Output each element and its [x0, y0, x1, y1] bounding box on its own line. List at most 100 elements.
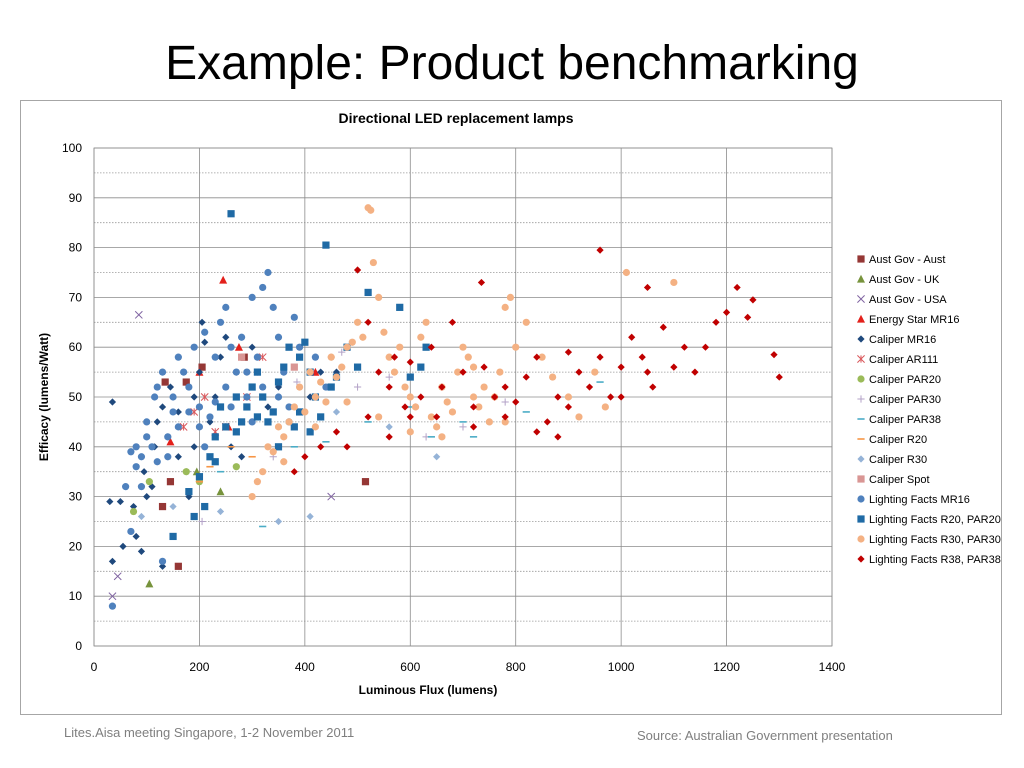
series-9: [195, 446, 256, 483]
data-point: [311, 353, 319, 361]
data-point: [108, 557, 117, 565]
series-15: [290, 246, 783, 476]
data-point: [293, 378, 301, 386]
data-point: [659, 323, 667, 331]
data-point: [496, 368, 504, 376]
data-point: [501, 398, 509, 406]
data-point: [417, 333, 425, 341]
data-point: [375, 413, 383, 421]
data-point: [200, 393, 209, 401]
data-point: [274, 378, 283, 386]
data-point: [132, 532, 140, 541]
data-point: [174, 408, 182, 416]
legend-entry: Aust Gov - USA: [869, 294, 947, 306]
data-point: [243, 368, 251, 376]
data-point: [433, 423, 441, 431]
y-tick-label: 50: [69, 390, 83, 404]
legend-entry: Aust Gov - UK: [869, 274, 940, 286]
legend-entry: Lighting Facts R20, PAR20: [869, 514, 1001, 526]
data-point: [322, 241, 330, 249]
data-point: [134, 310, 143, 319]
data-point: [406, 358, 414, 366]
data-point: [385, 433, 393, 441]
data-point: [140, 468, 148, 476]
data-point: [295, 408, 304, 416]
data-point: [396, 343, 404, 351]
data-point: [145, 478, 153, 486]
data-point: [190, 512, 198, 521]
data-point: [459, 368, 467, 376]
data-point: [622, 268, 631, 277]
data-point: [543, 418, 551, 426]
data-point: [190, 407, 199, 416]
data-point: [174, 423, 182, 431]
legend-marker: [857, 515, 865, 523]
data-point: [238, 333, 246, 341]
data-point: [343, 343, 351, 351]
data-point: [143, 433, 151, 441]
data-point: [198, 517, 206, 526]
data-point: [182, 468, 190, 476]
data-point: [158, 502, 167, 511]
data-point: [222, 423, 230, 431]
data-point: [332, 428, 341, 436]
data-point: [211, 353, 219, 361]
data-point: [607, 393, 615, 401]
data-point: [198, 318, 206, 326]
slide-title: Example: Product benchmarking: [165, 37, 859, 90]
data-point: [564, 403, 573, 411]
data-point: [575, 413, 583, 421]
legend-marker: [857, 555, 865, 563]
data-point: [106, 497, 114, 506]
data-point: [306, 512, 314, 521]
legend-marker: [857, 314, 865, 323]
data-point: [512, 343, 520, 351]
data-point: [185, 493, 193, 501]
data-point: [243, 403, 251, 411]
data-point: [290, 468, 298, 476]
legend-marker: [857, 395, 865, 403]
y-tick-label: 60: [69, 340, 83, 354]
data-point: [258, 353, 267, 362]
x-tick-label: 1200: [713, 660, 740, 674]
data-point: [454, 368, 462, 376]
data-point: [116, 497, 124, 506]
data-point: [148, 483, 156, 491]
data-point: [480, 363, 488, 371]
legend-marker: [857, 355, 865, 363]
data-point: [280, 363, 288, 371]
data-point: [585, 383, 594, 391]
data-point: [406, 373, 414, 381]
series-14: [248, 204, 678, 501]
y-tick-label: 100: [62, 141, 82, 155]
data-point: [285, 403, 293, 411]
data-point: [179, 422, 188, 431]
data-point: [422, 343, 430, 351]
series-7: [198, 348, 509, 526]
data-point: [222, 383, 230, 391]
data-point: [290, 423, 298, 431]
data-point: [185, 488, 193, 496]
data-point: [122, 483, 130, 491]
data-point: [269, 448, 277, 456]
data-point: [464, 353, 472, 361]
data-point: [238, 453, 246, 461]
data-point: [227, 210, 235, 218]
y-tick-label: 10: [69, 589, 83, 603]
data-point: [219, 275, 228, 284]
data-point: [406, 393, 414, 401]
data-point: [306, 428, 314, 436]
data-point: [259, 283, 267, 292]
data-point: [317, 443, 325, 451]
data-point: [269, 303, 277, 311]
data-point: [749, 296, 757, 304]
data-point: [380, 328, 388, 336]
data-point: [206, 418, 214, 426]
data-point: [701, 343, 710, 351]
data-point: [522, 318, 530, 326]
legend-entry: Caliper PAR30: [869, 394, 941, 406]
data-point: [522, 373, 530, 381]
data-point: [137, 453, 146, 461]
data-point: [554, 433, 562, 441]
data-point: [596, 353, 604, 361]
